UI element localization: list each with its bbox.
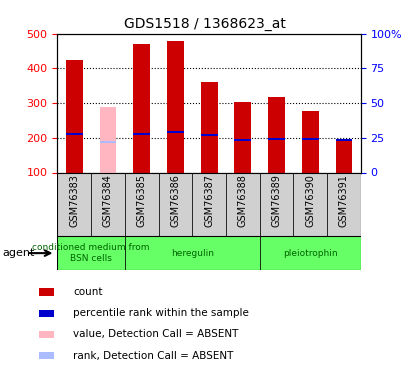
Bar bbox=[66, 60, 83, 172]
Bar bbox=[192, 172, 225, 236]
Text: pleiotrophin: pleiotrophin bbox=[282, 249, 337, 258]
Text: GSM76391: GSM76391 bbox=[338, 174, 348, 227]
Text: agent: agent bbox=[2, 248, 34, 258]
Text: GSM76385: GSM76385 bbox=[136, 174, 146, 227]
Bar bbox=[259, 236, 360, 270]
Text: percentile rank within the sample: percentile rank within the sample bbox=[73, 308, 249, 318]
Bar bbox=[57, 172, 91, 236]
Text: GSM76389: GSM76389 bbox=[271, 174, 281, 227]
Bar bbox=[91, 172, 124, 236]
Bar bbox=[124, 236, 259, 270]
Bar bbox=[39, 288, 54, 296]
Bar bbox=[66, 133, 83, 135]
Text: GSM76390: GSM76390 bbox=[304, 174, 315, 227]
Bar bbox=[39, 331, 54, 338]
Bar bbox=[259, 172, 293, 236]
Bar bbox=[124, 172, 158, 236]
Text: GSM76384: GSM76384 bbox=[103, 174, 113, 227]
Text: GSM76388: GSM76388 bbox=[237, 174, 247, 227]
Bar bbox=[234, 138, 251, 141]
Bar bbox=[200, 82, 217, 172]
Bar bbox=[335, 140, 351, 172]
Bar bbox=[301, 138, 318, 140]
Bar bbox=[267, 138, 284, 140]
Bar bbox=[166, 130, 183, 133]
Text: GDS1518 / 1368623_at: GDS1518 / 1368623_at bbox=[124, 17, 285, 31]
Bar bbox=[166, 41, 183, 172]
Bar bbox=[335, 138, 351, 141]
Bar bbox=[225, 172, 259, 236]
Bar bbox=[133, 44, 150, 172]
Bar bbox=[57, 172, 360, 236]
Bar bbox=[200, 134, 217, 136]
Bar bbox=[39, 310, 54, 317]
Text: heregulin: heregulin bbox=[170, 249, 213, 258]
Bar bbox=[57, 236, 124, 270]
Text: GSM76383: GSM76383 bbox=[69, 174, 79, 227]
Text: rank, Detection Call = ABSENT: rank, Detection Call = ABSENT bbox=[73, 351, 233, 361]
Bar bbox=[133, 133, 150, 135]
Bar bbox=[267, 97, 284, 172]
Text: count: count bbox=[73, 287, 103, 297]
Text: GSM76386: GSM76386 bbox=[170, 174, 180, 227]
Bar bbox=[293, 172, 326, 236]
Bar bbox=[234, 102, 251, 172]
Bar bbox=[99, 141, 116, 143]
Bar bbox=[99, 107, 116, 172]
Bar bbox=[326, 172, 360, 236]
Bar bbox=[39, 352, 54, 359]
Text: GSM76387: GSM76387 bbox=[204, 174, 213, 227]
Text: value, Detection Call = ABSENT: value, Detection Call = ABSENT bbox=[73, 330, 238, 339]
Bar bbox=[158, 172, 192, 236]
Text: conditioned medium from
BSN cells: conditioned medium from BSN cells bbox=[32, 243, 150, 263]
Bar bbox=[301, 111, 318, 172]
